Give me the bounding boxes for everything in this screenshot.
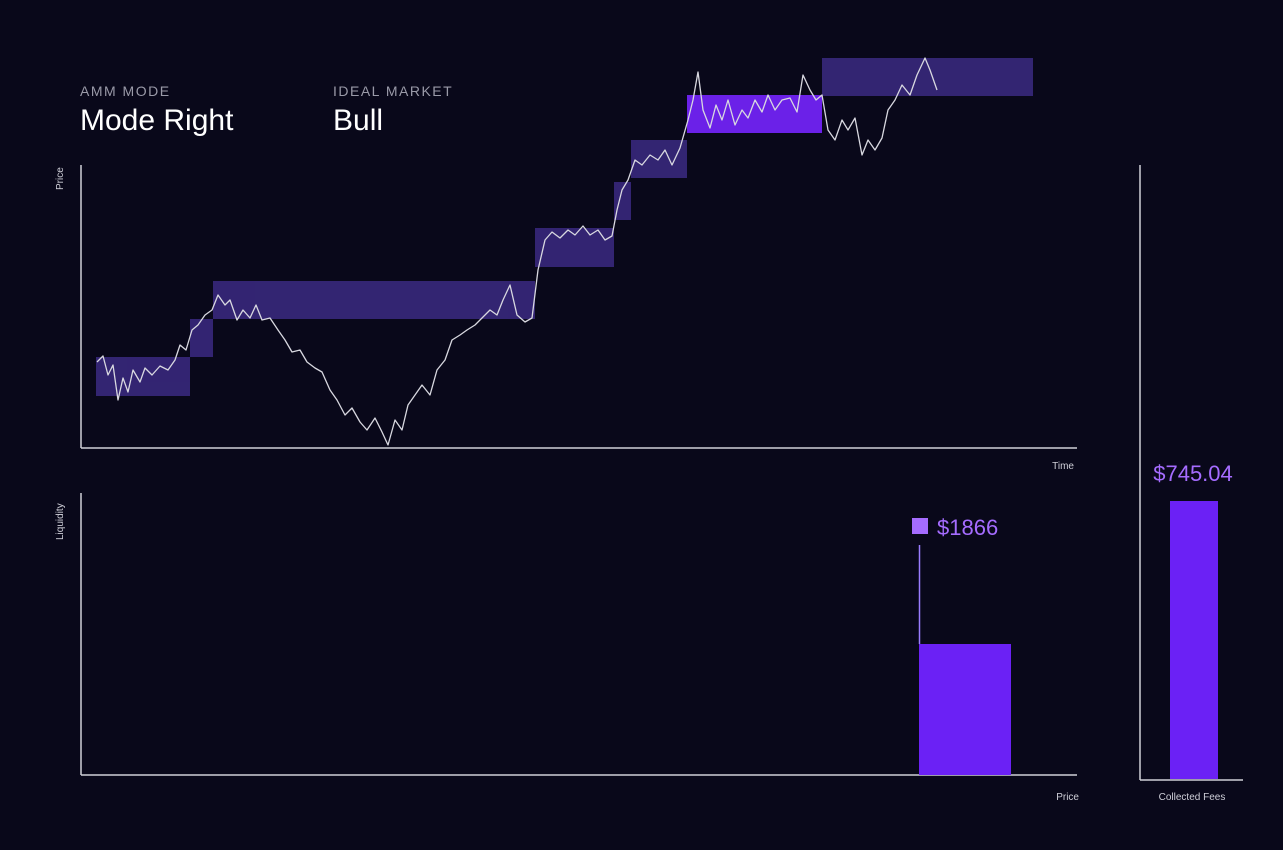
liquidity-value: $1866 (937, 515, 998, 540)
market-label: IDEAL MARKET (333, 83, 453, 99)
legend-swatch (912, 518, 928, 534)
y-axis-label: Liquidity (55, 503, 66, 540)
liquidity-ranges (96, 58, 1033, 396)
liquidity-bar (919, 644, 1011, 775)
fees-value: $745.04 (1153, 461, 1233, 486)
mode-value: Mode Right (80, 104, 234, 137)
market-value: Bull (333, 104, 383, 137)
liquidity-chart: Liquidity Price $1866 (55, 493, 1079, 803)
range (213, 281, 535, 319)
fees-bar (1170, 501, 1218, 779)
price-chart: Price Time (55, 57, 1077, 472)
y-axis-label: Price (55, 167, 66, 190)
x-axis-label: Time (1052, 461, 1074, 472)
range (190, 319, 213, 357)
x-axis-label: Collected Fees (1159, 792, 1226, 803)
range (614, 182, 631, 220)
price-line (96, 57, 938, 446)
x-axis-label: Price (1056, 792, 1079, 803)
fees-chart: $745.04 Collected Fees (1139, 165, 1243, 803)
range (96, 357, 190, 396)
mode-label: AMM MODE (80, 83, 171, 99)
